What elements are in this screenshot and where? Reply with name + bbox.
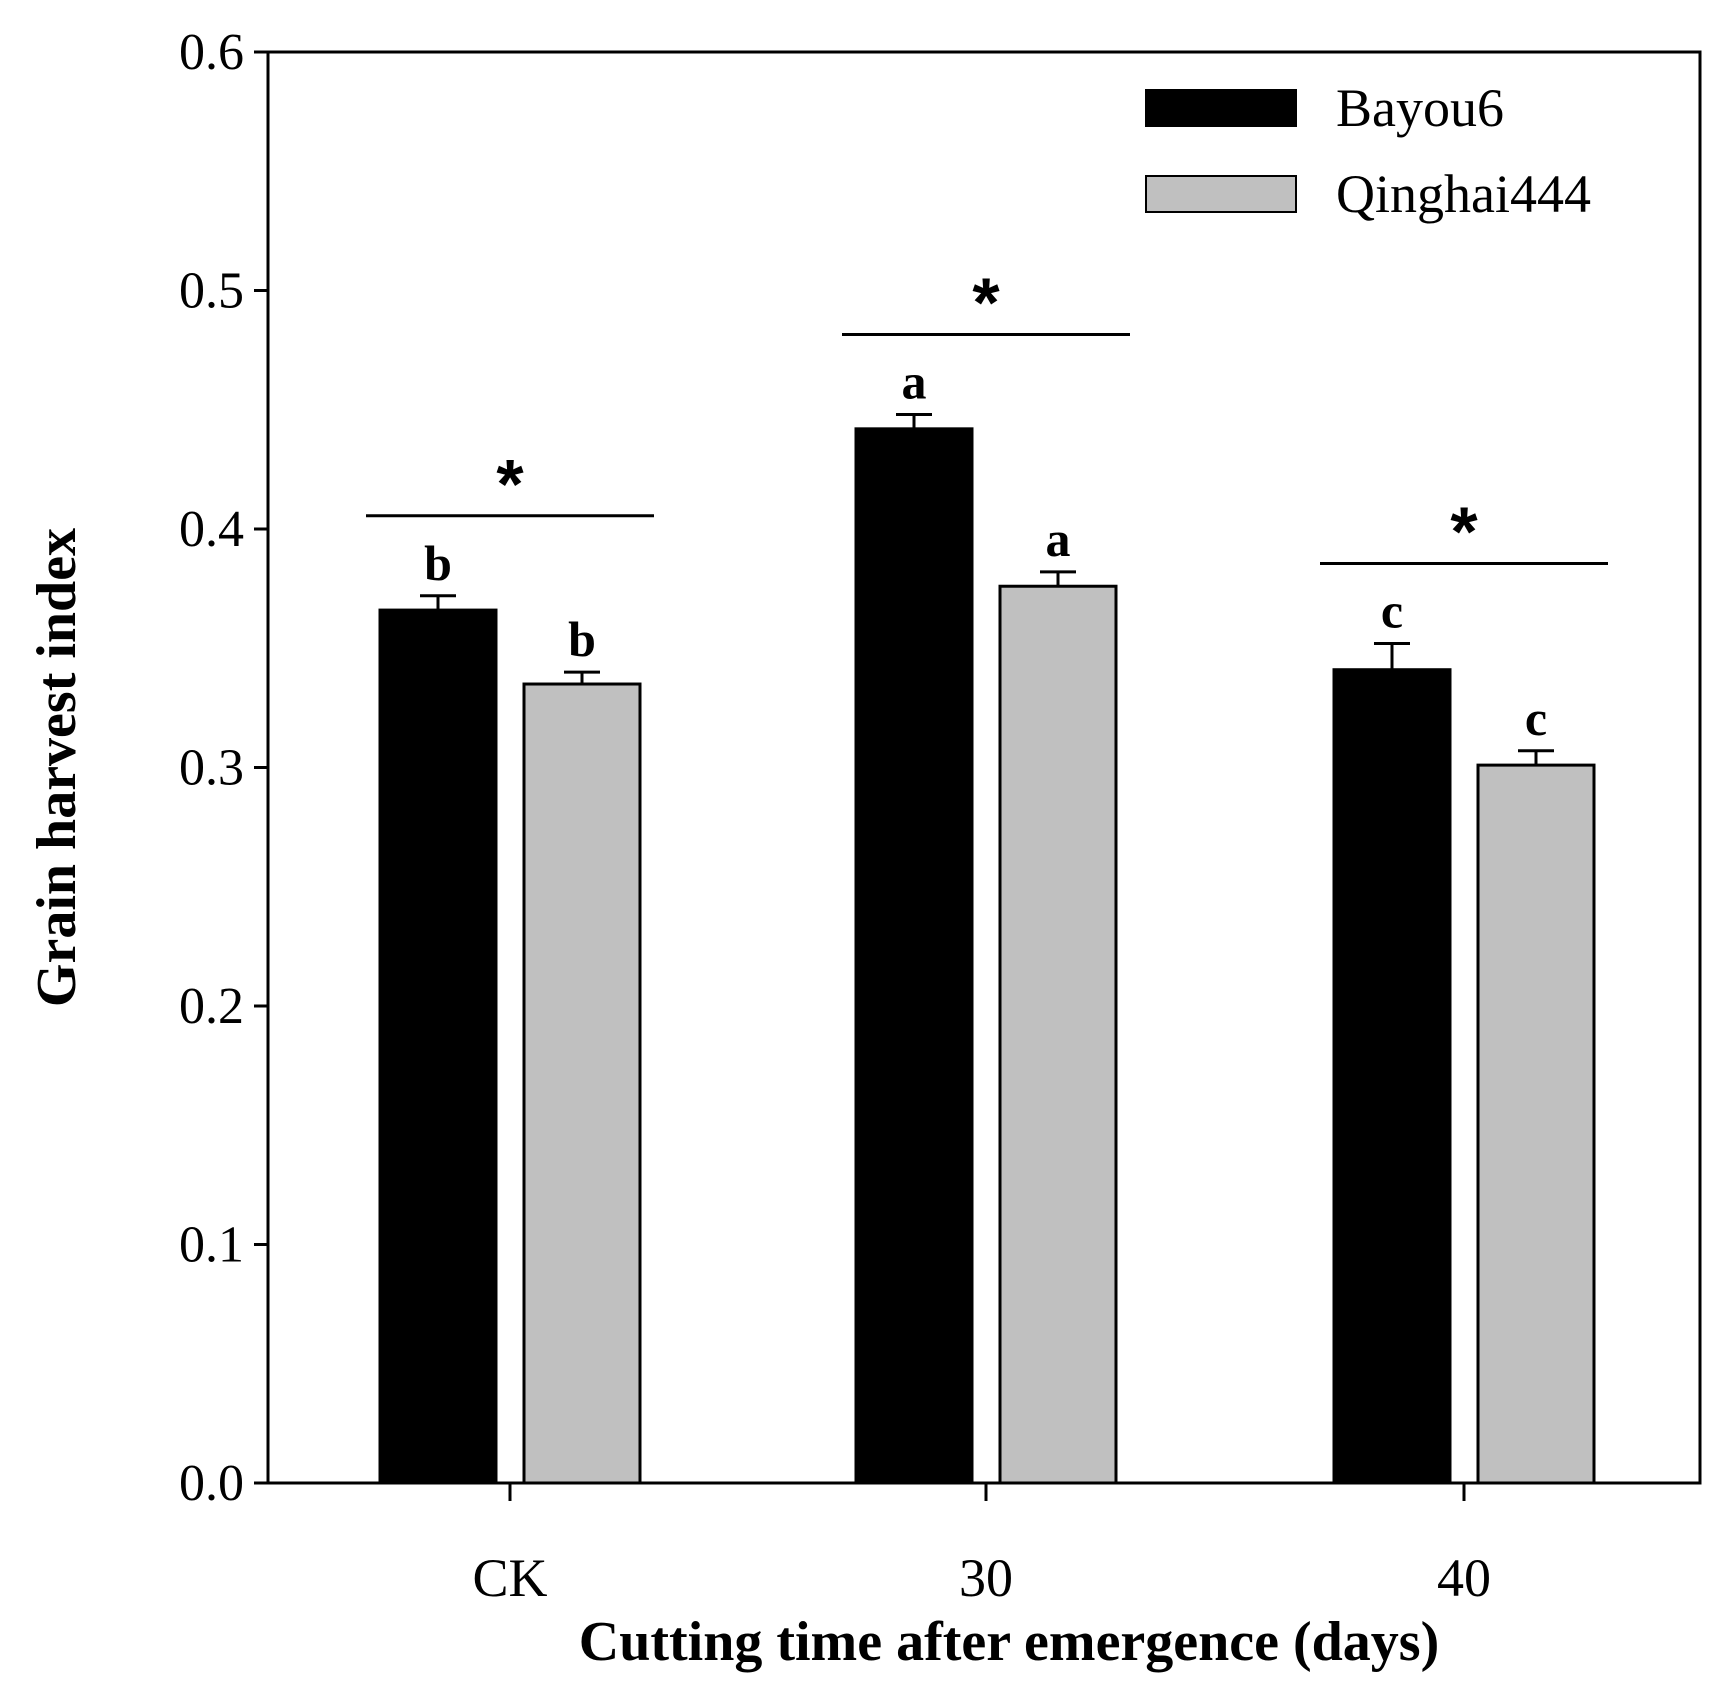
bar [1476,763,1596,1485]
y-axis: 0.0 0.1 0.2 0.3 0.4 0.5 0.6 [179,24,268,1512]
significance-letter: a [902,354,927,410]
y-tick-label: 0.4 [179,501,244,558]
legend-swatch-bayou6 [1145,89,1297,127]
y-tick-label: 0.3 [179,740,244,797]
y-tick-label: 0.5 [179,263,244,320]
legend: Bayou6 Qinghai444 [1145,78,1591,224]
bar [522,682,642,1485]
x-axis: CK 30 40 [472,1483,1491,1608]
bars-layer [378,427,1596,1485]
y-axis-title: Grain harvest index [26,528,88,1007]
significance-star: * [972,264,1000,342]
x-tick-label: 30 [959,1548,1013,1608]
significance-letter: a [1046,511,1071,567]
y-tick-label: 0.1 [179,1217,244,1274]
bar [378,608,498,1485]
y-tick-label: 0.2 [179,978,244,1035]
x-tick-label: 40 [1437,1548,1491,1608]
legend-swatch-qinghai444 [1145,175,1297,213]
significance-letter: c [1381,582,1403,638]
significance-star: * [496,445,524,523]
annotations-layer: b a c b a c * * * [366,264,1608,746]
significance-letter: b [424,535,452,591]
legend-label-bayou6: Bayou6 [1336,78,1504,138]
error-bars-layer [420,413,1554,766]
significance-letter: c [1525,690,1547,746]
bar [1332,668,1452,1485]
significance-star: * [1450,492,1478,570]
y-tick-label: 0.6 [179,24,244,81]
bar [854,427,974,1485]
y-tick-label: 0.0 [179,1455,244,1512]
x-axis-title: Cutting time after emergence (days) [579,1611,1439,1673]
legend-label-qinghai444: Qinghai444 [1336,164,1591,224]
x-tick-label: CK [472,1548,547,1608]
significance-letter: b [568,611,596,667]
bar [998,584,1118,1485]
